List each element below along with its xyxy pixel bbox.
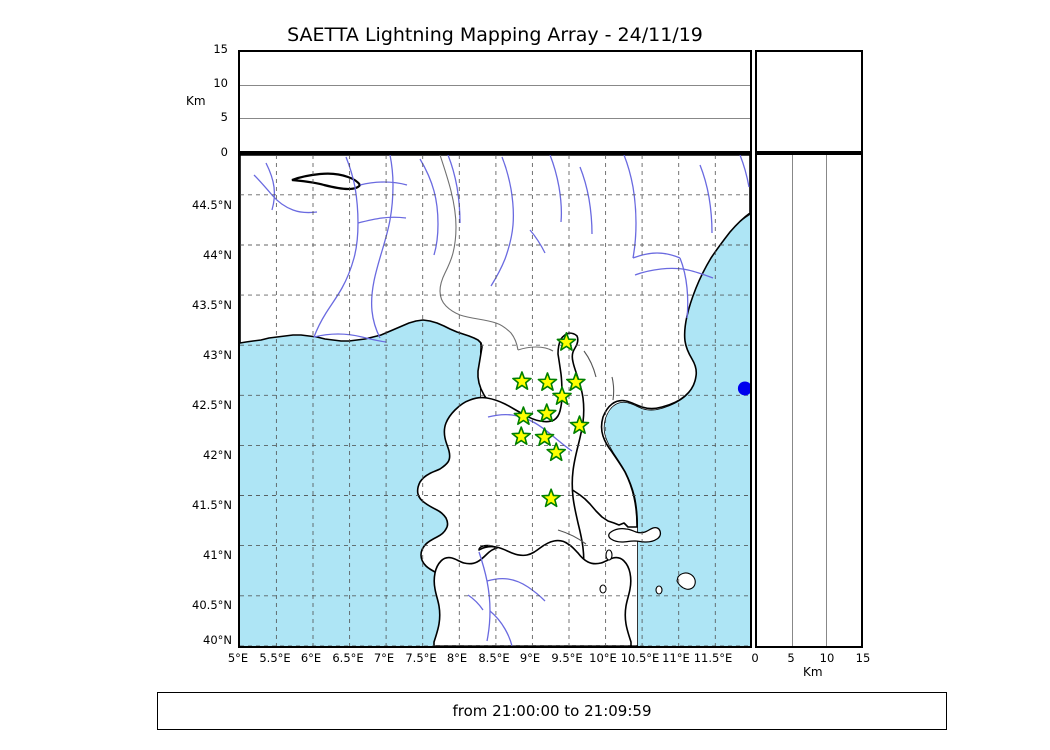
lma-station-star[interactable] — [536, 403, 557, 423]
xlabel-right-km: Km — [803, 665, 823, 679]
lma-station-star[interactable] — [556, 332, 577, 351]
lma-station-star[interactable] — [546, 442, 567, 462]
lightning-source-markers[interactable] — [737, 381, 750, 396]
ytick-lat-40: 40°N — [203, 633, 232, 647]
xtick-lon-7: 7°E — [373, 651, 395, 665]
sea-ligurian-tyrrhenian — [240, 215, 750, 646]
lma-station-markers[interactable] — [511, 332, 590, 508]
lightning-source-dot[interactable] — [737, 381, 750, 396]
ytick-lat-42-5: 42.5°N — [192, 398, 232, 412]
geographic-map-panel[interactable] — [238, 153, 752, 648]
xtick-lon-11-5: 11.5°E — [693, 651, 733, 665]
lma-station-star[interactable] — [537, 372, 558, 391]
gridline-alt-10 — [240, 84, 750, 86]
lma-station-star[interactable] — [512, 371, 532, 390]
xtick-lon-8: 8°E — [446, 651, 468, 665]
islet-pianosa — [599, 584, 607, 594]
map-canvas — [240, 155, 750, 646]
ytick-lat-44: 44°N — [203, 248, 232, 262]
xtick-lon-7-5: 7.5°E — [405, 651, 437, 665]
xtick-lon-6-5: 6.5°E — [332, 651, 364, 665]
coast-detail-bonifacio — [557, 529, 587, 545]
xtick-lon-5-5: 5.5°E — [259, 651, 291, 665]
ytick-top-10: 10 — [213, 76, 228, 90]
ytick-top-0: 0 — [220, 145, 228, 159]
islet-capraia — [605, 549, 613, 561]
xtick-lon-5: 5°E — [227, 651, 249, 665]
islet-montecristo — [655, 585, 663, 595]
islet-giglio — [676, 572, 696, 590]
altitude-histogram-panel — [755, 50, 863, 153]
ytick-lat-43-5: 43.5°N — [192, 298, 232, 312]
ytick-top-5: 5 — [220, 110, 228, 124]
xtick-lon-6: 6°E — [300, 651, 322, 665]
lma-station-star[interactable] — [511, 426, 532, 446]
xtick-lon-8-5: 8.5°E — [478, 651, 510, 665]
xtick-lon-10: 10°E — [589, 651, 617, 665]
page-title: SAETTA Lightning Mapping Array - 24/11/1… — [287, 24, 703, 46]
lma-station-star[interactable] — [566, 372, 586, 391]
map-geometry — [240, 155, 750, 646]
ytick-lat-41-5: 41.5°N — [192, 498, 232, 512]
coast-detail-corsica-ne2 — [611, 376, 615, 401]
xtick-right-0: 0 — [751, 651, 759, 665]
xtick-lon-10-5: 10.5°E — [620, 651, 660, 665]
gridline-km-5 — [791, 155, 793, 646]
island-elba — [608, 526, 662, 543]
gridline-alt-5 — [240, 117, 750, 119]
xtick-lon-9-5: 9.5°E — [551, 651, 583, 665]
lma-station-star[interactable] — [513, 406, 534, 426]
status-text: from 21:00:00 to 21:09:59 — [452, 702, 652, 720]
xtick-lon-9: 9°E — [519, 651, 541, 665]
ylabel-top-km: Km — [186, 94, 206, 108]
xtick-right-10: 10 — [819, 651, 835, 665]
administrative-borders — [439, 155, 554, 352]
xtick-right-5: 5 — [787, 651, 795, 665]
xtick-lon-11: 11°E — [662, 651, 690, 665]
ytick-lat-44-5: 44.5°N — [192, 198, 232, 212]
coast-detail-corsica-ne — [583, 350, 597, 378]
altitude-vs-longitude-panel — [238, 50, 752, 153]
lma-station-star[interactable] — [552, 386, 572, 405]
time-range-status-bar[interactable]: from 21:00:00 to 21:09:59 — [157, 692, 947, 730]
ytick-lat-43: 43°N — [203, 348, 232, 362]
ytick-top-15: 15 — [213, 42, 228, 56]
ytick-lat-42: 42°N — [203, 448, 232, 462]
gridline-km-10 — [826, 155, 828, 646]
lma-station-star[interactable] — [534, 427, 555, 447]
lma-station-star[interactable] — [541, 488, 561, 508]
xtick-right-15: 15 — [855, 651, 871, 665]
map-gridlines — [240, 155, 750, 646]
ytick-lat-40-5: 40.5°N — [192, 598, 232, 612]
altitude-vs-latitude-panel — [755, 153, 863, 648]
ytick-lat-41: 41°N — [203, 548, 232, 562]
lma-station-star[interactable] — [569, 415, 590, 435]
